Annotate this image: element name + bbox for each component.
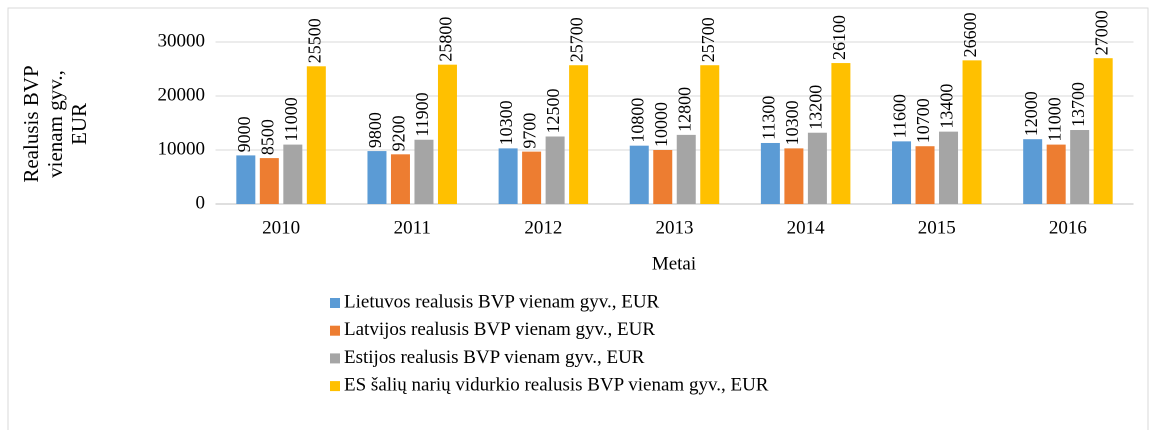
- chart-frame: [7, 7, 1149, 430]
- x-tick-label: 2010: [262, 217, 300, 238]
- value-label: 9000: [234, 116, 254, 152]
- bar: [1070, 130, 1090, 204]
- bar: [306, 66, 326, 204]
- x-tick-label: 2011: [394, 217, 431, 238]
- bar: [892, 141, 912, 204]
- bar: [700, 65, 720, 204]
- y-tick-label: 30000: [158, 30, 206, 51]
- value-label: 25700: [698, 17, 718, 62]
- x-tick-label: 2016: [1049, 217, 1087, 238]
- value-label: 10300: [782, 100, 802, 145]
- value-label: 11600: [890, 94, 910, 138]
- legend-swatch: [330, 353, 340, 364]
- value-label: 9700: [520, 113, 540, 149]
- bar: [784, 148, 804, 204]
- bar: [939, 131, 959, 204]
- bar: [1023, 139, 1043, 204]
- value-label: 10800: [627, 98, 647, 143]
- value-label: 10700: [913, 98, 933, 143]
- x-tick-label: 2013: [656, 217, 694, 238]
- value-label: 9800: [365, 112, 385, 148]
- legend-swatch: [330, 325, 340, 336]
- value-label: 13400: [937, 84, 957, 129]
- bar: [915, 146, 935, 204]
- value-label: 12800: [674, 87, 694, 132]
- y-tick-label: 20000: [158, 84, 206, 105]
- value-label: 13700: [1068, 82, 1088, 127]
- bar: [522, 151, 542, 204]
- value-label: 11900: [412, 92, 432, 136]
- y-tick-label: 10000: [158, 138, 206, 159]
- value-label: 25800: [436, 17, 456, 62]
- x-tick-label: 2014: [787, 217, 826, 238]
- x-axis-title: Metai: [652, 253, 696, 274]
- value-label: 11000: [281, 97, 301, 141]
- y-axis-title: Realusis BVP vienam gyv., EUR: [19, 65, 91, 183]
- value-label: 11300: [759, 96, 779, 140]
- value-label: 27000: [1091, 10, 1111, 55]
- bar: [569, 65, 589, 204]
- legend-swatch: [330, 381, 340, 392]
- bar: [760, 142, 780, 204]
- legend-label: Estijos realusis BVP vienam gyv., EUR: [344, 347, 645, 368]
- bar: [676, 134, 696, 204]
- bar: [259, 158, 279, 204]
- value-label: 26600: [960, 12, 980, 57]
- value-label: 25500: [304, 18, 324, 63]
- value-label: 8500: [257, 119, 277, 155]
- bar: [236, 155, 256, 204]
- bar: [367, 151, 387, 204]
- legend-label: ES šalių narių vidurkio realusis BVP vie…: [344, 374, 769, 395]
- bar: [831, 63, 851, 205]
- bar: [283, 144, 303, 204]
- value-label: 12000: [1021, 91, 1041, 136]
- value-label: 10300: [496, 100, 516, 145]
- legend-label: Lietuvos realusis BVP vienam gyv., EUR: [344, 291, 660, 312]
- value-label: 25700: [567, 17, 587, 62]
- value-label: 10000: [651, 102, 671, 147]
- bar: [390, 154, 410, 204]
- bar: [414, 139, 434, 204]
- value-label: 9200: [389, 115, 409, 151]
- bar: [1046, 144, 1066, 204]
- x-tick-label: 2012: [524, 217, 562, 238]
- value-label: 11000: [1044, 97, 1064, 141]
- bar: [498, 148, 518, 204]
- bar: [807, 132, 827, 204]
- value-label: 13200: [806, 85, 826, 130]
- value-label: 26100: [829, 15, 849, 60]
- bar: [962, 60, 982, 204]
- bar: [653, 150, 673, 204]
- bar: [629, 145, 649, 204]
- bar: [437, 64, 457, 205]
- bar: [1093, 58, 1113, 205]
- x-tick-label: 2015: [918, 217, 956, 238]
- y-tick-label: 0: [196, 192, 206, 213]
- legend-label: Latvijos realusis BVP vienam gyv., EUR: [344, 319, 655, 340]
- bar: [545, 136, 565, 204]
- legend-swatch: [330, 298, 340, 308]
- value-label: 12500: [543, 89, 563, 134]
